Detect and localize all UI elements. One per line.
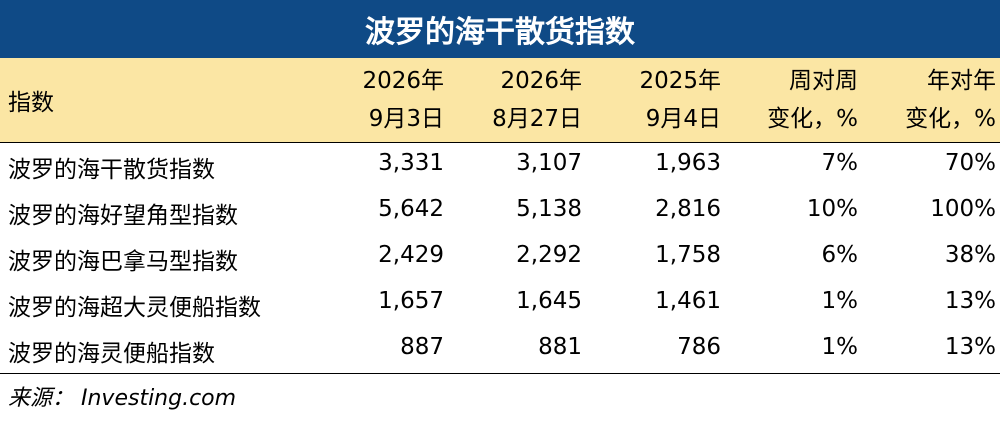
cell-yoy-change: 13% (944, 334, 996, 360)
header-col-line1: 2026年 (500, 68, 582, 94)
table-title: 波罗的海干散货指数 (0, 0, 1000, 58)
row-name: 波罗的海超大灵便船指数 (8, 295, 261, 321)
cell-2026-09-03: 887 (400, 334, 444, 360)
header-col-line1: 2026年 (362, 68, 444, 94)
cell-2025-09-04: 1,461 (655, 288, 721, 314)
cell-yoy-change: 70% (944, 150, 996, 176)
cell-2026-09-03: 5,642 (378, 196, 444, 222)
table-row: 波罗的海巴拿马型指数 2,429 2,292 1,758 6% 38% (0, 235, 1000, 281)
cell-2026-08-27: 5,138 (516, 196, 582, 222)
header-col-line1: 年对年 (927, 68, 996, 94)
source-note: 来源： Investing.com (8, 386, 237, 411)
table-bottom-divider (0, 373, 1000, 374)
cell-2026-09-03: 1,657 (378, 288, 444, 314)
header-col-2025-09-04: 2025年 9月4日 (0, 58, 721, 142)
cell-yoy-change: 100% (930, 196, 996, 222)
header-col-2026-09-03: 2026年 9月3日 (0, 58, 444, 142)
cell-2025-09-04: 1,758 (655, 242, 721, 268)
row-name: 波罗的海干散货指数 (8, 157, 215, 183)
header-col-2026-08-27: 2026年 8月27日 (0, 58, 582, 142)
cell-2025-09-04: 786 (677, 334, 721, 360)
header-col-wow-change: 周对周 变化，% (0, 58, 858, 142)
table-row: 波罗的海超大灵便船指数 1,657 1,645 1,461 1% 13% (0, 281, 1000, 327)
cell-wow-change: 10% (806, 196, 858, 222)
header-col-yoy-change: 年对年 变化，% (0, 58, 996, 142)
header-col-line1: 2025年 (639, 68, 721, 94)
header-col-line2: 变化，% (767, 106, 858, 132)
cell-wow-change: 1% (821, 288, 859, 314)
header-col-line1: 周对周 (789, 68, 858, 94)
cell-2026-09-03: 2,429 (378, 242, 444, 268)
cell-wow-change: 7% (821, 150, 859, 176)
cell-2026-08-27: 1,645 (516, 288, 582, 314)
cell-yoy-change: 38% (944, 242, 996, 268)
cell-2025-09-04: 2,816 (655, 196, 721, 222)
table-row: 波罗的海好望角型指数 5,642 5,138 2,816 10% 100% (0, 189, 1000, 235)
header-label-index: 指数 (8, 90, 54, 116)
table-row: 波罗的海灵便船指数 887 881 786 1% 13% (0, 327, 1000, 373)
cell-2026-08-27: 2,292 (516, 242, 582, 268)
header-col-line2: 8月27日 (492, 106, 582, 132)
row-name: 波罗的海好望角型指数 (8, 203, 238, 229)
header-col-line2: 9月3日 (368, 106, 444, 132)
cell-yoy-change: 13% (944, 288, 996, 314)
header-col-line2: 变化，% (905, 106, 996, 132)
table-row: 波罗的海干散货指数 3,331 3,107 1,963 7% 70% (0, 143, 1000, 189)
cell-2026-09-03: 3,331 (378, 150, 444, 176)
row-name: 波罗的海巴拿马型指数 (8, 249, 238, 275)
table-title-text: 波罗的海干散货指数 (365, 15, 635, 50)
header-col-line2: 9月4日 (645, 106, 721, 132)
cell-2026-08-27: 3,107 (516, 150, 582, 176)
row-name: 波罗的海灵便船指数 (8, 341, 215, 367)
cell-wow-change: 1% (821, 334, 859, 360)
cell-wow-change: 6% (821, 242, 859, 268)
cell-2025-09-04: 1,963 (655, 150, 721, 176)
cell-2026-08-27: 881 (538, 334, 582, 360)
table-header: 指数 2026年 9月3日 2026年 8月27日 2025年 9月4日 周对周… (0, 58, 1000, 143)
